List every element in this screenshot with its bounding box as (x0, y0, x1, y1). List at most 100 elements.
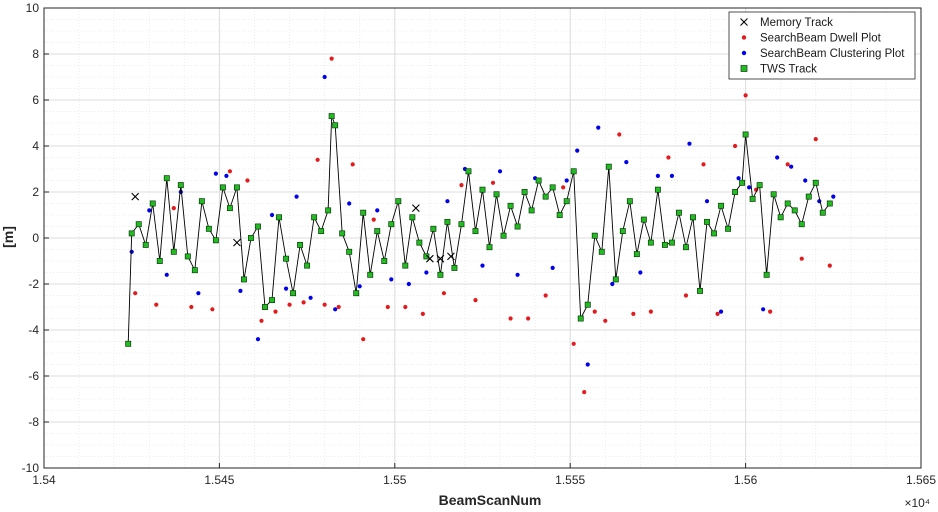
tws-track-point (156, 258, 163, 264)
clustering-plot-point (406, 281, 411, 287)
dwell-plot-point (301, 300, 306, 305)
tws-track-point (577, 315, 584, 322)
dwell-plot-point (273, 309, 278, 314)
tws-track-point (184, 253, 191, 260)
x-exponent-label: ×10⁴ (904, 496, 930, 510)
clustering-plot-point (269, 212, 275, 218)
dwell-plot-point (732, 143, 738, 149)
y-tick-label: 10 (26, 1, 40, 15)
y-tick-label: 0 (32, 231, 39, 245)
dwell-plot-point (473, 298, 478, 303)
y-axis-label: [m] (0, 226, 16, 248)
dwell-plot-point (420, 311, 425, 316)
legend-label: Memory Track (760, 17, 833, 29)
tws-track-point (819, 209, 826, 216)
tws-track-point (226, 205, 233, 212)
legend-item: SearchBeam Dwell Plot (741, 33, 882, 45)
memory-track-point (425, 254, 434, 263)
x-axis-label: BeamScanNum (439, 492, 542, 508)
tws-track-point (486, 244, 493, 251)
dwell-plot-point (287, 302, 292, 307)
clustering-plot-point (347, 201, 352, 206)
clustering-plot-point (375, 208, 380, 213)
clustering-plot-point (564, 178, 569, 183)
clustering-plot-point (669, 173, 675, 178)
tws-track-point (556, 212, 563, 218)
tws-track-point (791, 207, 798, 214)
clustering-plot-point (596, 125, 601, 130)
tws-track-point (626, 198, 633, 205)
dwell-plot-point (189, 304, 194, 310)
dwell-plot-point (813, 137, 818, 142)
dwell-plot-point (371, 217, 376, 222)
y-tick-label: -4 (28, 323, 39, 337)
clustering-plot-point (747, 185, 752, 190)
y-tick-label: 2 (32, 185, 39, 199)
tws-track-point (654, 186, 661, 193)
tws-track-point (493, 191, 500, 198)
y-tick-label: 8 (32, 47, 39, 61)
clustering-plot-point (736, 176, 741, 181)
tws-track-point (311, 214, 318, 221)
dwell-plot-point (490, 180, 496, 185)
tws-track-point (465, 168, 472, 175)
data-marks (125, 56, 836, 395)
clustering-plot-point (147, 208, 152, 213)
y-tick-label: 6 (32, 93, 39, 107)
tws-track-point (756, 182, 763, 189)
tws-track-point (458, 221, 465, 228)
clustering-plot-point (213, 171, 218, 176)
clustering-plot-point (333, 307, 338, 312)
dwell-plot-point (403, 304, 408, 310)
tws-track-point (732, 189, 739, 195)
dwell-plot-point (827, 263, 832, 268)
tws-track-point (135, 221, 142, 228)
dwell-plot-point (322, 302, 327, 307)
dwell-plot-point (350, 162, 355, 167)
tws-track-point (255, 223, 261, 230)
clustering-plot-point (638, 270, 643, 275)
legend-item: TWS Track (740, 64, 817, 76)
clustering-plot-point (480, 263, 485, 268)
tws-track-point (416, 239, 423, 246)
clustering-plot-point (655, 173, 661, 178)
memory-track-point (233, 238, 241, 247)
legend-item: Memory Track (740, 17, 833, 29)
tws-track-point (542, 193, 549, 200)
tws-track-point (241, 276, 247, 283)
clustering-plot-point (718, 309, 724, 314)
clustering-plot-point (624, 160, 629, 165)
tws-track-point (718, 202, 724, 209)
tws-track-point (262, 304, 268, 310)
clustering-plot-point (610, 281, 615, 287)
dwell-plot-point (543, 293, 548, 298)
dwell-plot-point (385, 304, 390, 310)
tws-track-point (739, 179, 746, 186)
dwell-plot-point (526, 316, 531, 321)
clustering-plot-point (294, 194, 299, 199)
tws-track-point (297, 241, 304, 248)
tws-track-point (479, 186, 486, 193)
x-tick-label: 1.565 (906, 473, 936, 487)
y-tick-label: -8 (28, 415, 39, 429)
clustering-plot-point (789, 164, 794, 169)
tws-track-point (233, 184, 240, 191)
tws-track-point (212, 237, 219, 244)
dwell-plot-point (441, 291, 447, 296)
dwell-plot-point (508, 316, 513, 321)
legend-item: SearchBeam Clustering Plot (741, 48, 905, 60)
dwell-plot-point (561, 185, 566, 190)
y-tick-label: -6 (28, 369, 39, 383)
clustering-plot-point (389, 277, 394, 282)
tws-track-point (798, 221, 805, 228)
tws-track-point (198, 198, 205, 205)
dwell-plot-point (210, 307, 215, 312)
dwell-plot-point (683, 293, 689, 298)
dwell-plot-point (227, 169, 233, 174)
tws-track-point (304, 262, 311, 269)
clustering-plot-point (255, 337, 261, 342)
clustering-plot-point (575, 148, 580, 153)
tws-track-point (388, 221, 395, 228)
dwell-plot-point (768, 309, 773, 314)
tick-labels: 1.54 1.545 1.55 1.555 1.56 1.565 10 8 6 4 2 0 -2 -4 -6… (22, 1, 937, 487)
